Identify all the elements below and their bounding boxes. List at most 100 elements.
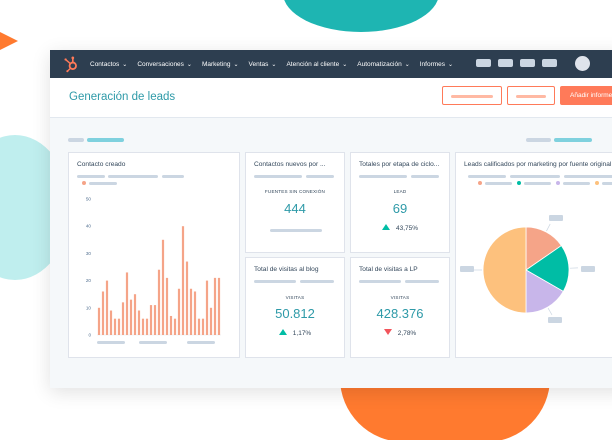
kpi-value: 50.812 bbox=[275, 306, 315, 321]
bar bbox=[185, 261, 189, 335]
nav-item-ventas[interactable]: Ventas ⌄ bbox=[249, 61, 277, 68]
nav-item-conversaciones[interactable]: Conversaciones ⌄ bbox=[137, 61, 192, 68]
x-axis-label-placeholder bbox=[187, 341, 215, 344]
pie-slice bbox=[525, 269, 564, 314]
bar bbox=[173, 318, 177, 335]
filter-button[interactable] bbox=[507, 86, 555, 105]
bar bbox=[161, 239, 165, 335]
bar bbox=[137, 310, 141, 335]
bar bbox=[181, 226, 185, 335]
bar bbox=[121, 302, 125, 335]
bar bbox=[205, 280, 209, 335]
help-icon[interactable] bbox=[498, 59, 513, 67]
card-title: Totales por etapa de ciclo... bbox=[359, 161, 440, 168]
decorative-teal-shape bbox=[283, 0, 439, 32]
bar bbox=[157, 269, 161, 335]
decorative-orange-shape bbox=[340, 378, 550, 440]
bar bbox=[117, 318, 121, 335]
legend-dot bbox=[478, 181, 482, 185]
nav-item-informes[interactable]: Informes ⌄ bbox=[420, 61, 453, 68]
pie-label-placeholder bbox=[581, 266, 595, 272]
bar bbox=[101, 291, 105, 335]
chevron-down-icon: ⌄ bbox=[122, 61, 128, 68]
notifications-icon[interactable] bbox=[542, 59, 557, 67]
mql-by-source-card[interactable]: Leads calificados por marketing por fuen… bbox=[455, 152, 612, 358]
bar bbox=[141, 318, 145, 335]
legend-dot bbox=[82, 181, 86, 185]
nav-label: Informes bbox=[419, 60, 446, 68]
lp-visits-card[interactable]: Total de visitas a LP VISITAS 428.376 2,… bbox=[350, 257, 450, 358]
kpi-value: 69 bbox=[392, 201, 408, 216]
placeholder-bar bbox=[359, 175, 407, 178]
nav-item-automatizacion[interactable]: Automatización ⌄ bbox=[357, 61, 409, 68]
bar bbox=[133, 294, 137, 335]
bar bbox=[153, 305, 157, 335]
bar bbox=[125, 272, 129, 335]
lifecycle-totals-card[interactable]: Totales por etapa de ciclo... LEAD 69 43… bbox=[350, 152, 450, 253]
kpi-change: 2,78% bbox=[351, 329, 449, 337]
bar bbox=[97, 307, 101, 335]
search-icon[interactable] bbox=[476, 59, 491, 67]
bar bbox=[113, 318, 117, 335]
button-placeholder-text bbox=[516, 95, 546, 98]
y-tick-label: 20 bbox=[86, 278, 92, 283]
placeholder-bar bbox=[270, 229, 322, 232]
chevron-down-icon: ⌄ bbox=[233, 61, 239, 68]
nav-label: Conversaciones bbox=[137, 60, 184, 68]
card-title: Leads calificados por marketing por fuen… bbox=[464, 161, 612, 168]
legend-dot bbox=[556, 181, 560, 185]
y-tick-label: 0 bbox=[88, 333, 91, 338]
nav-item-contactos[interactable]: Contactos ⌄ bbox=[90, 61, 127, 68]
bar bbox=[217, 277, 221, 335]
date-filter-value[interactable] bbox=[87, 138, 124, 142]
card-title: Contacto creado bbox=[77, 161, 126, 168]
bar bbox=[145, 318, 149, 335]
blog-visits-card[interactable]: Total de visitas al blog VISITAS 50.812 … bbox=[245, 257, 345, 358]
nav-utility-icons bbox=[476, 59, 564, 67]
view-filter-value[interactable] bbox=[554, 138, 592, 142]
nav-item-marketing[interactable]: Marketing ⌄ bbox=[202, 61, 239, 68]
placeholder-bar bbox=[108, 175, 158, 178]
x-axis-label-placeholder bbox=[139, 341, 167, 344]
hubspot-logo-icon[interactable] bbox=[62, 55, 80, 73]
bar bbox=[105, 280, 109, 335]
nav-label: Ventas bbox=[248, 60, 269, 68]
kpi-label: FUENTES SIN CONEXIÓN bbox=[264, 189, 326, 194]
placeholder-bar bbox=[77, 175, 105, 178]
button-placeholder-text bbox=[451, 95, 493, 98]
bar bbox=[109, 310, 113, 335]
nav-item-atencion-cliente[interactable]: Atención al cliente ⌄ bbox=[286, 61, 347, 68]
bar bbox=[209, 307, 213, 335]
bar bbox=[189, 288, 193, 335]
top-navbar: Contactos ⌄ Conversaciones ⌄ Marketing ⌄ Ve… bbox=[50, 50, 612, 78]
bar bbox=[165, 277, 169, 335]
placeholder-bar bbox=[510, 175, 560, 178]
contacts-created-card[interactable]: Contacto creado 0 10 20 30 40 50 bbox=[68, 152, 240, 358]
kpi-change-value: 2,78% bbox=[397, 330, 417, 337]
kpi-change-value: 1,17% bbox=[292, 330, 312, 337]
x-axis-label-placeholder bbox=[97, 341, 125, 344]
pie-slice bbox=[482, 226, 527, 314]
bar bbox=[177, 288, 181, 335]
y-tick-label: 40 bbox=[86, 224, 92, 229]
avatar[interactable] bbox=[575, 56, 590, 71]
bar bbox=[213, 277, 217, 335]
placeholder-bar bbox=[564, 175, 612, 178]
pie-slice bbox=[525, 245, 570, 292]
action-button[interactable] bbox=[442, 86, 502, 105]
kpi-change: 1,17% bbox=[246, 329, 344, 337]
y-tick-label: 30 bbox=[86, 251, 92, 256]
placeholder-bar bbox=[411, 175, 439, 178]
placeholder-bar bbox=[359, 280, 401, 283]
bar bbox=[201, 318, 205, 335]
trend-up-icon bbox=[381, 224, 390, 230]
new-contacts-card[interactable]: Contactos nuevos por ... FUENTES SIN CON… bbox=[245, 152, 345, 253]
kpi-change: 43,75% bbox=[351, 224, 449, 232]
settings-icon[interactable] bbox=[520, 59, 535, 67]
trend-up-icon bbox=[278, 329, 287, 335]
add-report-button[interactable]: Añadir informe bbox=[560, 86, 612, 105]
view-filter-label bbox=[526, 138, 551, 142]
pie-leader-line bbox=[547, 307, 553, 316]
bar bbox=[197, 318, 201, 335]
legend-dot bbox=[595, 181, 599, 185]
